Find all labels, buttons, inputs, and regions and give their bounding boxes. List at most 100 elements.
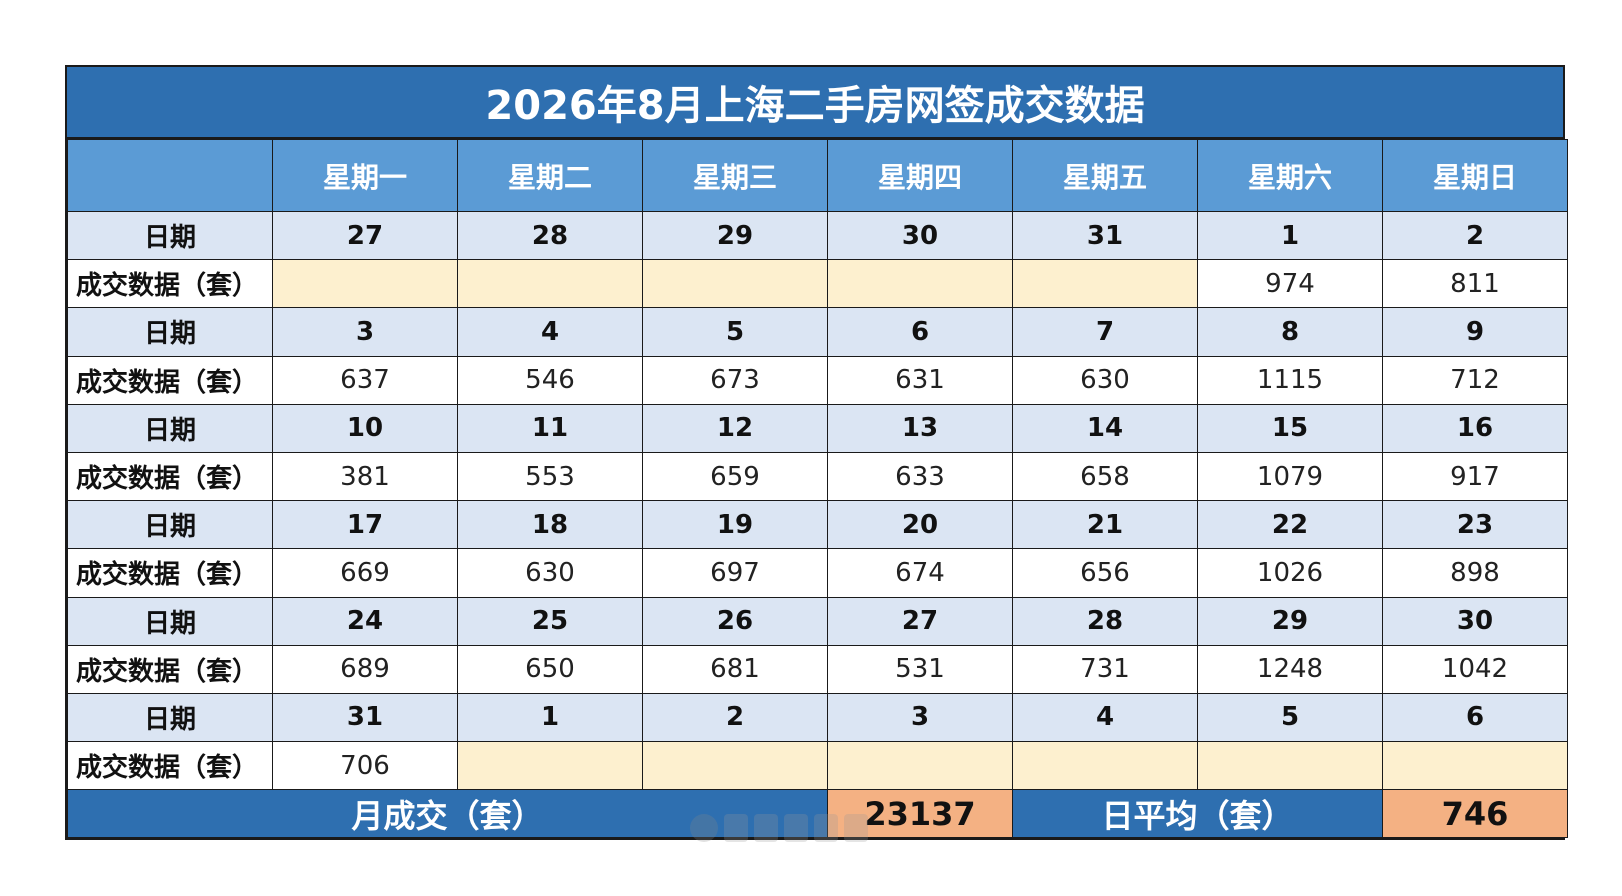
date-cell: 24 [272,596,458,646]
date-cell: 4 [457,307,643,357]
date-row-label: 日期 [67,210,273,261]
deals-cell: 974 [1197,259,1383,309]
sheet-title: 2026年8月上海二手房网签成交数据 [67,67,1563,139]
deals-cell: 731 [1012,644,1198,694]
watermark-block-icon [814,814,838,842]
date-cell: 10 [272,403,458,453]
deals-cell: 659 [642,451,828,502]
empty-deals-cell [457,741,643,791]
date-cell: 30 [827,210,1013,261]
date-row: 日期 17 18 19 20 21 22 23 [67,500,1568,550]
watermark-block-icon [754,814,778,842]
deals-row-label: 成交数据（套） [67,355,273,405]
date-cell: 22 [1197,500,1383,550]
deals-cell: 546 [457,355,643,405]
date-cell: 6 [827,307,1013,357]
deals-cell: 674 [827,548,1013,598]
date-cell: 15 [1197,403,1383,453]
empty-deals-cell [1012,741,1198,791]
deals-cell: 633 [827,451,1013,502]
deals-cell: 712 [1382,355,1568,405]
empty-deals-cell [827,259,1013,309]
deals-cell: 697 [642,548,828,598]
empty-deals-cell [1197,741,1383,791]
date-cell: 14 [1012,403,1198,453]
deals-cell: 630 [1012,355,1198,405]
date-cell: 5 [1197,692,1383,743]
date-cell: 27 [272,210,458,261]
deals-cell: 917 [1382,451,1568,502]
deals-row-label: 成交数据（套） [67,644,273,694]
date-cell: 5 [642,307,828,357]
date-cell: 7 [1012,307,1198,357]
deals-cell: 1026 [1197,548,1383,598]
deals-row: 成交数据（套） 381 553 659 633 658 1079 917 [67,451,1568,502]
empty-deals-cell [1012,259,1198,309]
weekday-header: 星期六 [1197,139,1383,212]
date-cell: 30 [1382,596,1568,646]
weekday-header-row: 星期一 星期二 星期三 星期四 星期五 星期六 星期日 [67,139,1568,212]
date-cell: 4 [1012,692,1198,743]
empty-deals-cell [642,741,828,791]
date-cell: 12 [642,403,828,453]
deals-table: 星期一 星期二 星期三 星期四 星期五 星期六 星期日 日期 27 28 29 30 31… [67,139,1568,839]
date-cell: 28 [1012,596,1198,646]
date-cell: 11 [457,403,643,453]
date-row: 日期 27 28 29 30 31 1 2 [67,210,1568,261]
deals-cell: 650 [457,644,643,694]
deals-row-label: 成交数据（套） [67,741,273,791]
deals-row: 成交数据（套） 637 546 673 631 630 1115 712 [67,355,1568,405]
deals-cell: 637 [272,355,458,405]
date-cell: 26 [642,596,828,646]
empty-deals-cell [457,259,643,309]
date-cell: 1 [457,692,643,743]
monthly-total-value: 23137 [827,789,1013,839]
date-cell: 6 [1382,692,1568,743]
date-cell: 9 [1382,307,1568,357]
date-cell: 31 [1012,210,1198,261]
deals-row: 成交数据（套） 974 811 [67,259,1568,309]
date-cell: 3 [272,307,458,357]
deals-cell: 553 [457,451,643,502]
deals-cell: 811 [1382,259,1568,309]
deals-row-label: 成交数据（套） [67,451,273,502]
weekday-header: 星期三 [642,139,828,212]
date-cell: 23 [1382,500,1568,550]
weekday-header: 星期一 [272,139,458,212]
daily-average-label: 日平均（套） [1012,789,1383,839]
monthly-total-label: 月成交（套） [67,789,828,839]
empty-deals-cell [1382,741,1568,791]
weekday-header: 星期四 [827,139,1013,212]
deals-cell: 658 [1012,451,1198,502]
empty-deals-cell [272,259,458,309]
deals-cell: 1248 [1197,644,1383,694]
deals-row-label: 成交数据（套） [67,259,273,309]
date-cell: 2 [1382,210,1568,261]
weekday-header: 星期二 [457,139,643,212]
date-row: 日期 24 25 26 27 28 29 30 [67,596,1568,646]
data-sheet: 2026年8月上海二手房网签成交数据 星期一 星期二 星期三 星期四 星期五 星… [65,65,1568,841]
deals-cell: 689 [272,644,458,694]
date-cell: 16 [1382,403,1568,453]
date-cell: 31 [272,692,458,743]
date-row-label: 日期 [67,500,273,550]
date-cell: 21 [1012,500,1198,550]
date-row-label: 日期 [67,307,273,357]
deals-cell: 381 [272,451,458,502]
empty-deals-cell [827,741,1013,791]
deals-cell: 1115 [1197,355,1383,405]
watermark-circle-icon [690,814,718,842]
daily-average-value: 746 [1382,789,1568,839]
date-row-label: 日期 [67,692,273,743]
deals-cell: 673 [642,355,828,405]
date-row: 日期 10 11 12 13 14 15 16 [67,403,1568,453]
weeks-body: 日期 27 28 29 30 31 1 2 成交数据（套） 974 811 日期 3 4 5 6 7 8 9 成交数据… [67,210,1568,791]
date-cell: 28 [457,210,643,261]
date-row-label: 日期 [67,403,273,453]
deals-row: 成交数据（套） 669 630 697 674 656 1026 898 [67,548,1568,598]
date-cell: 8 [1197,307,1383,357]
date-cell: 29 [1197,596,1383,646]
header-corner-cell [67,139,273,212]
watermark-block-icon [844,814,868,842]
watermark-block-icon [724,814,748,842]
